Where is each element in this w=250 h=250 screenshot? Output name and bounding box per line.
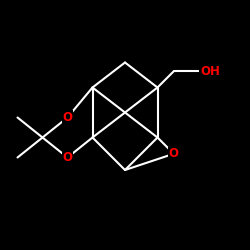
Text: OH: OH bbox=[200, 65, 220, 78]
Text: O: O bbox=[62, 111, 72, 124]
Text: O: O bbox=[169, 147, 179, 160]
Text: O: O bbox=[62, 151, 72, 164]
